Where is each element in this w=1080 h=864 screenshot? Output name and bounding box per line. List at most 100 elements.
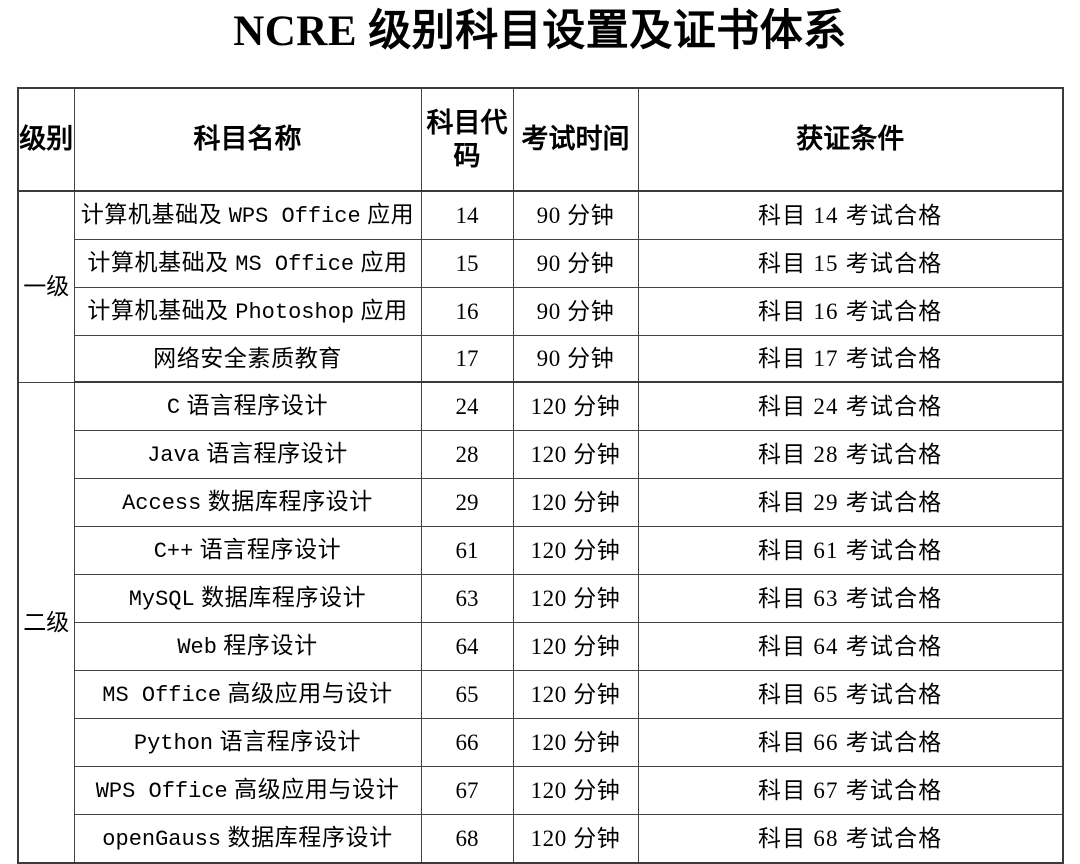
certificate-condition-cell: 科目 64 考试合格 bbox=[637, 622, 1064, 671]
certificate-condition-cell: 科目 29 考试合格 bbox=[637, 478, 1064, 527]
subject-code-cell: 67 bbox=[420, 766, 514, 815]
certificate-condition-cell: 科目 28 考试合格 bbox=[637, 430, 1064, 479]
column-header-level: 级别 bbox=[17, 87, 75, 192]
table-row: Java 语言程序设计 28 120 分钟 科目 28 考试合格 bbox=[18, 430, 1064, 479]
table-row: 计算机基础及 Photoshop 应用 16 90 分钟 科目 16 考试合格 bbox=[18, 287, 1064, 336]
subject-name-suffix: 数据库程序设计 bbox=[207, 489, 373, 514]
subject-name-suffix: 语言程序设计 bbox=[206, 441, 348, 466]
exam-time-cell: 90 分钟 bbox=[512, 190, 639, 240]
subject-code-cell: 65 bbox=[420, 670, 514, 719]
exam-time-cell: 120 分钟 bbox=[512, 622, 639, 671]
subject-name-cell: 网络安全素质教育 bbox=[73, 335, 422, 383]
subject-name-suffix: 程序设计 bbox=[223, 633, 318, 658]
certificate-condition-cell: 科目 16 考试合格 bbox=[637, 287, 1064, 336]
page-title: NCRE 级别科目设置及证书体系 bbox=[233, 8, 847, 55]
subject-name-suffix: 语言程序设计 bbox=[199, 537, 342, 562]
subject-name-latin: C++ bbox=[153, 539, 194, 564]
table-row: MS Office 高级应用与设计 65 120 分钟 科目 65 考试合格 bbox=[18, 670, 1064, 719]
subject-code-cell: 28 bbox=[420, 430, 514, 479]
column-header-exam-time: 考试时间 bbox=[512, 87, 639, 192]
table-row: Access 数据库程序设计 29 120 分钟 科目 29 考试合格 bbox=[18, 478, 1064, 527]
level-cell: 二级 bbox=[17, 381, 75, 864]
subject-name-latin: Photoshop bbox=[235, 300, 355, 325]
exam-time-cell: 120 分钟 bbox=[512, 670, 639, 719]
subject-name-suffix: 语言程序设计 bbox=[219, 729, 362, 754]
certificate-condition-cell: 科目 65 考试合格 bbox=[637, 670, 1064, 719]
subject-name-suffix: 应用 bbox=[360, 298, 408, 323]
subject-code-cell: 14 bbox=[420, 190, 514, 240]
table-row: Python 语言程序设计 66 120 分钟 科目 66 考试合格 bbox=[18, 718, 1064, 767]
certificate-condition-cell: 科目 67 考试合格 bbox=[637, 766, 1064, 815]
subject-code-cell: 66 bbox=[420, 718, 514, 767]
table-row: C++ 语言程序设计 61 120 分钟 科目 61 考试合格 bbox=[18, 526, 1064, 575]
subject-name-prefix: 计算机基础及 bbox=[87, 298, 229, 323]
column-header-certificate-condition: 获证条件 bbox=[637, 87, 1064, 192]
subject-name-latin: Web bbox=[177, 635, 217, 660]
column-header-subject-code: 科目代码 bbox=[420, 87, 514, 192]
subject-name-cell: C 语言程序设计 bbox=[73, 381, 422, 431]
subject-name-latin: Java bbox=[147, 443, 200, 468]
certificate-condition-cell: 科目 68 考试合格 bbox=[637, 814, 1064, 864]
subject-name-cell: C++ 语言程序设计 bbox=[73, 526, 422, 575]
subject-name-cell: Access 数据库程序设计 bbox=[73, 478, 422, 527]
subject-name-suffix: 语言程序设计 bbox=[186, 393, 329, 418]
certificate-condition-cell: 科目 15 考试合格 bbox=[637, 239, 1064, 288]
table-row: 二级 C 语言程序设计 24 120 分钟 科目 24 考试合格 bbox=[17, 381, 1064, 864]
table-row: WPS Office 高级应用与设计 67 120 分钟 科目 67 考试合格 bbox=[18, 766, 1064, 815]
exam-time-cell: 120 分钟 bbox=[512, 574, 639, 623]
subject-name-cell: Java 语言程序设计 bbox=[73, 430, 422, 479]
table-row: MySQL 数据库程序设计 63 120 分钟 科目 63 考试合格 bbox=[18, 574, 1064, 623]
subject-name-cell: openGauss 数据库程序设计 bbox=[73, 814, 422, 864]
subject-code-cell: 29 bbox=[420, 478, 514, 527]
subject-name-suffix: 应用 bbox=[360, 250, 408, 275]
exam-time-cell: 120 分钟 bbox=[512, 430, 639, 479]
subject-name-cell: WPS Office 高级应用与设计 bbox=[73, 766, 422, 815]
subject-name-latin: MySQL bbox=[128, 587, 195, 612]
table-row: 一级 计算机基础及 WPS Office 应用 14 90 分钟 科目 14 考试合格 bbox=[17, 190, 1064, 383]
ncre-levels-table: 级别 科目名称 科目代码 考试时间 获证条件 一级 计算机基础及 WPS Offi… bbox=[17, 87, 1064, 864]
header-row: 级别 科目名称 科目代码 考试时间 获证条件 bbox=[17, 87, 1064, 192]
subject-name-latin: WPS Office bbox=[95, 779, 228, 804]
subject-name-suffix: 数据库程序设计 bbox=[227, 825, 393, 850]
exam-time-cell: 90 分钟 bbox=[512, 335, 639, 383]
exam-time-cell: 90 分钟 bbox=[512, 239, 639, 288]
certificate-condition-cell: 科目 24 考试合格 bbox=[637, 381, 1064, 431]
subject-name-suffix: 高级应用与设计 bbox=[227, 681, 393, 706]
subject-name-cell: Python 语言程序设计 bbox=[73, 718, 422, 767]
subject-name-cell: MS Office 高级应用与设计 bbox=[73, 670, 422, 719]
exam-time-cell: 120 分钟 bbox=[512, 478, 639, 527]
subject-code-cell: 68 bbox=[420, 814, 514, 864]
subject-code-cell: 61 bbox=[420, 526, 514, 575]
subject-name-suffix: 高级应用与设计 bbox=[234, 777, 400, 802]
subject-name-suffix: 数据库程序设计 bbox=[201, 585, 367, 610]
subject-code-cell: 17 bbox=[420, 335, 514, 383]
column-header-subject-name: 科目名称 bbox=[73, 87, 422, 192]
level-cell: 一级 bbox=[17, 190, 75, 383]
exam-time-cell: 120 分钟 bbox=[512, 526, 639, 575]
certificate-condition-cell: 科目 17 考试合格 bbox=[637, 335, 1064, 383]
table-row: 网络安全素质教育 17 90 分钟 科目 17 考试合格 bbox=[18, 335, 1064, 383]
subject-name-cell: MySQL 数据库程序设计 bbox=[73, 574, 422, 623]
subject-name-prefix: 计算机基础及 bbox=[87, 250, 229, 275]
table-body: 一级 计算机基础及 WPS Office 应用 14 90 分钟 科目 14 考试合格计… bbox=[17, 190, 1064, 864]
subject-name-cell: 计算机基础及 MS Office 应用 bbox=[73, 239, 422, 288]
subject-code-cell: 63 bbox=[420, 574, 514, 623]
exam-time-cell: 120 分钟 bbox=[512, 718, 639, 767]
exam-time-cell: 120 分钟 bbox=[512, 814, 639, 864]
certificate-condition-cell: 科目 14 考试合格 bbox=[637, 190, 1064, 240]
certificate-condition-cell: 科目 66 考试合格 bbox=[637, 718, 1064, 767]
subject-name-latin: openGauss bbox=[102, 827, 222, 852]
subject-name-latin: WPS Office bbox=[228, 204, 361, 229]
table-row: Web 程序设计 64 120 分钟 科目 64 考试合格 bbox=[18, 622, 1064, 671]
subject-name-latin: MS Office bbox=[102, 683, 222, 708]
exam-time-cell: 120 分钟 bbox=[512, 381, 639, 431]
subject-name-suffix: 应用 bbox=[367, 202, 415, 227]
subject-name-latin: C bbox=[166, 395, 181, 420]
table-header: 级别 科目名称 科目代码 考试时间 获证条件 bbox=[17, 87, 1064, 192]
subject-code-cell: 24 bbox=[420, 381, 514, 431]
certificate-condition-cell: 科目 61 考试合格 bbox=[637, 526, 1064, 575]
certificate-condition-cell: 科目 63 考试合格 bbox=[637, 574, 1064, 623]
exam-time-cell: 120 分钟 bbox=[512, 766, 639, 815]
subject-name-prefix: 计算机基础及 bbox=[80, 202, 223, 227]
